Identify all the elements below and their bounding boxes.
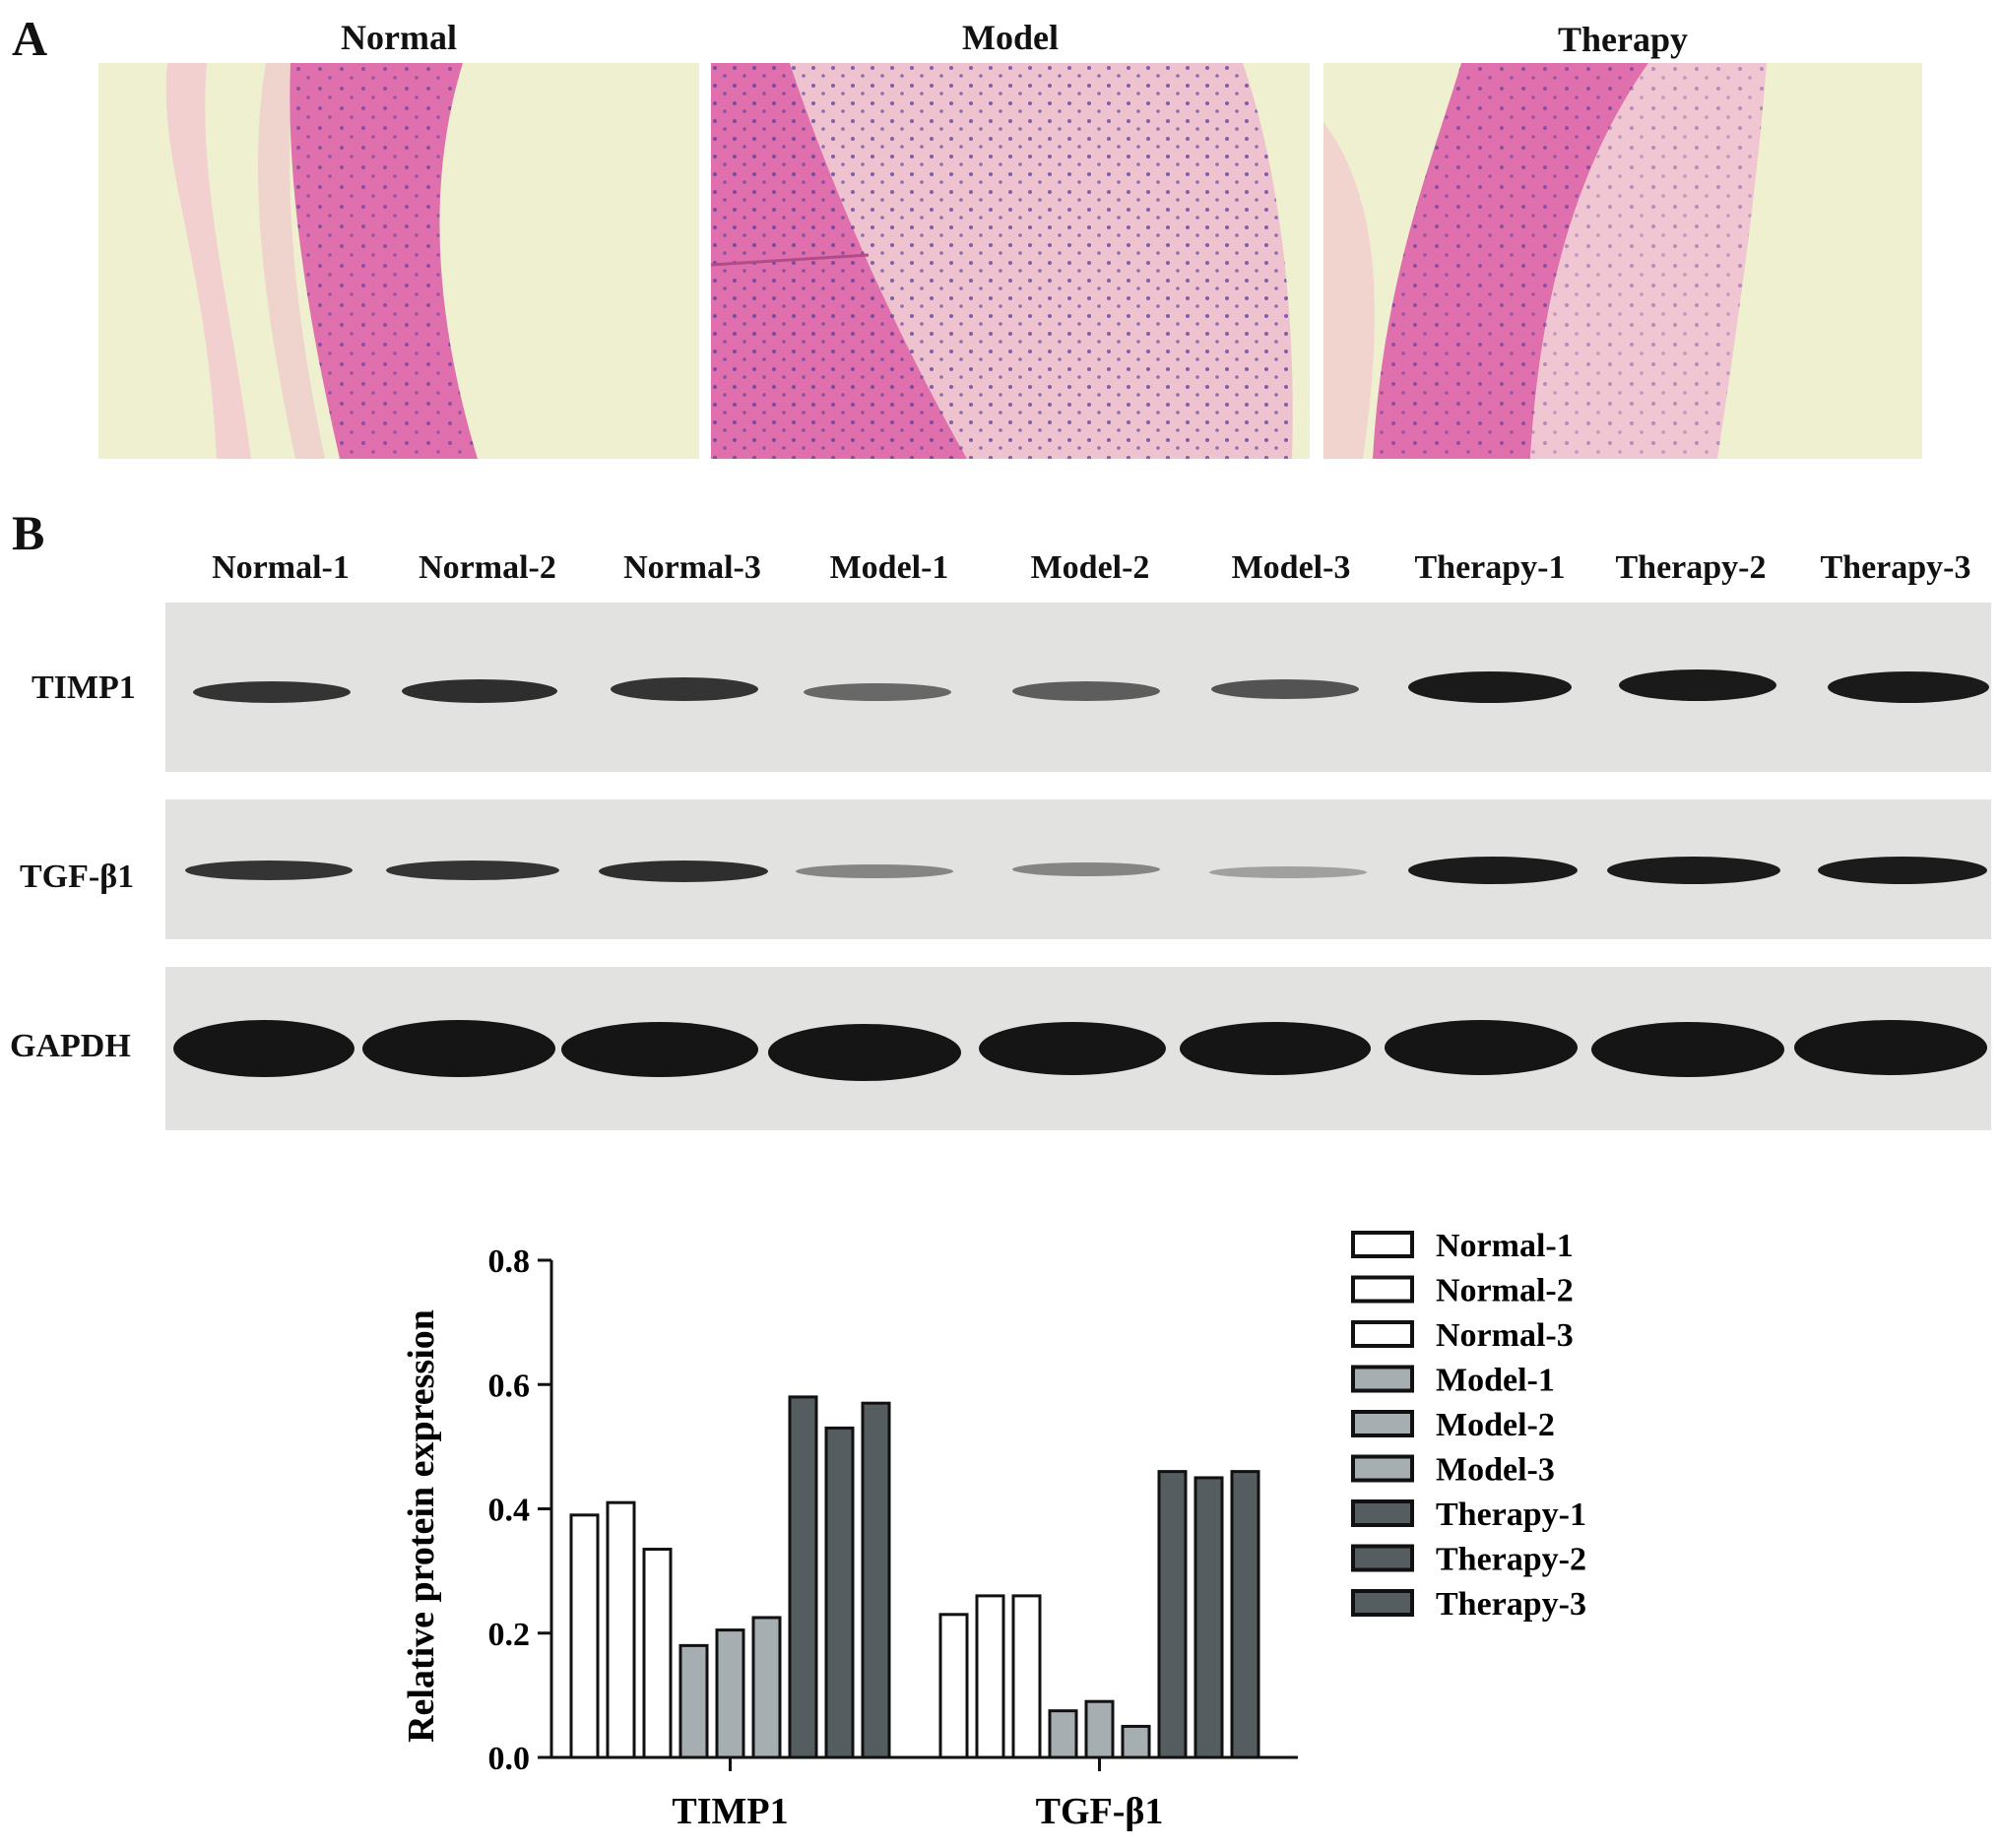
legend-label: Normal-2 xyxy=(1436,1273,1574,1309)
lane-label: Model-3 xyxy=(1231,549,1351,586)
bar xyxy=(788,1395,818,1759)
bar xyxy=(975,1594,1005,1759)
legend-swatch xyxy=(1351,1544,1414,1572)
bar xyxy=(751,1616,782,1759)
legend-label: Therapy-1 xyxy=(1436,1497,1586,1533)
panel-a-letter: A xyxy=(12,11,48,66)
bar xyxy=(1084,1699,1115,1759)
blot-strip-tgfb1 xyxy=(165,799,1991,939)
legend-swatch xyxy=(1351,1231,1414,1258)
legend-swatch xyxy=(1351,1589,1414,1617)
lane-label: Therapy-1 xyxy=(1414,549,1566,586)
legend-swatch xyxy=(1351,1499,1414,1527)
bar xyxy=(715,1628,745,1759)
x-tick-label: TGF-β1 xyxy=(1036,1791,1164,1832)
lane-label: Therapy-3 xyxy=(1820,549,1971,586)
blot-strip-gapdh xyxy=(165,967,1991,1130)
bar xyxy=(1230,1470,1260,1759)
lane-label: Model-2 xyxy=(1030,549,1150,586)
micrograph-normal xyxy=(98,63,699,459)
lane-label: Therapy-2 xyxy=(1615,549,1767,586)
bar xyxy=(678,1643,709,1759)
lane-label: Normal-1 xyxy=(212,549,350,586)
blot-row-label-tgfb1: TGF-β1 xyxy=(20,859,135,895)
blot-strip-timp1 xyxy=(165,603,1991,772)
legend-label: Therapy-2 xyxy=(1436,1542,1586,1578)
y-tick-label: 0.6 xyxy=(488,1368,531,1404)
blot-row-label-gapdh: GAPDH xyxy=(10,1028,131,1064)
x-tick-label: TIMP1 xyxy=(672,1791,788,1832)
micrograph-therapy xyxy=(1323,63,1922,459)
legend-label: Normal-1 xyxy=(1436,1228,1574,1264)
legend-label: Model-3 xyxy=(1436,1452,1555,1489)
micrograph-title-normal: Normal xyxy=(341,18,457,57)
bar xyxy=(1011,1594,1042,1759)
bar xyxy=(1194,1476,1224,1759)
y-axis-title: Relative protein expression xyxy=(401,1309,442,1743)
y-tick-label: 0.4 xyxy=(488,1493,531,1529)
lane-label: Model-1 xyxy=(829,549,949,586)
legend-label: Therapy-3 xyxy=(1436,1586,1586,1623)
micrograph-title-model: Model xyxy=(962,18,1059,57)
panel-b-letter: B xyxy=(12,505,45,560)
legend-swatch xyxy=(1351,1320,1414,1348)
bar xyxy=(1048,1709,1078,1759)
bar xyxy=(938,1613,969,1759)
micrograph-model xyxy=(711,63,1310,459)
lane-label: Normal-2 xyxy=(419,549,556,586)
legend-label: Normal-3 xyxy=(1436,1317,1574,1354)
bar xyxy=(569,1513,600,1759)
micrograph-title-therapy: Therapy xyxy=(1557,20,1688,59)
blot-row-label-timp1: TIMP1 xyxy=(32,669,136,706)
legend-label: Model-2 xyxy=(1436,1407,1555,1443)
bar xyxy=(861,1401,891,1759)
legend-swatch xyxy=(1351,1454,1414,1483)
bar xyxy=(824,1426,855,1759)
bar xyxy=(606,1500,636,1759)
legend-label: Model-1 xyxy=(1436,1363,1555,1399)
y-tick-label: 0.8 xyxy=(488,1243,531,1280)
legend-swatch xyxy=(1351,1275,1414,1304)
bar xyxy=(642,1548,673,1759)
legend-swatch xyxy=(1351,1365,1414,1393)
y-tick-label: 0.0 xyxy=(488,1741,531,1777)
bar xyxy=(1121,1724,1151,1759)
lane-label: Normal-3 xyxy=(623,549,761,586)
legend-swatch xyxy=(1351,1410,1414,1437)
bar xyxy=(1157,1470,1188,1759)
y-tick-label: 0.2 xyxy=(488,1617,531,1653)
